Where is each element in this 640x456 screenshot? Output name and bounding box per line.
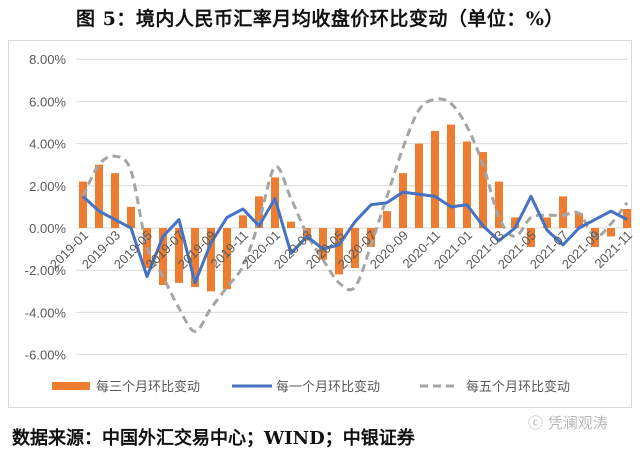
bar [511, 217, 519, 228]
y-tick-label: 2.00% [29, 179, 66, 194]
bar [207, 228, 215, 292]
series-1month-line [81, 190, 628, 285]
y-tick-label: -4.00% [25, 305, 67, 320]
bar [399, 173, 407, 228]
y-tick-label: -2.00% [25, 263, 67, 278]
bar [559, 196, 567, 228]
bar [191, 228, 199, 288]
bar [95, 164, 103, 228]
bar [335, 228, 343, 275]
bar [255, 196, 263, 228]
bar [543, 217, 551, 228]
legend-label: 每一个月环比变动 [276, 379, 380, 395]
legend-label: 每五个月环比变动 [466, 379, 570, 395]
bar [479, 152, 487, 228]
bar [175, 228, 183, 283]
watermark: ⓒ 凭澜观涛 [528, 412, 608, 433]
bar [415, 143, 423, 228]
legend-swatch-bar [52, 382, 90, 390]
bar [159, 228, 167, 285]
bar [495, 181, 503, 228]
watermark-text: 凭澜观涛 [547, 414, 608, 432]
bar [351, 228, 359, 269]
bar [431, 130, 439, 228]
chart-title: 图 5：境内人民币汇率月均收盘价环比变动（单位：%） [76, 8, 564, 30]
bar [127, 206, 135, 228]
y-tick-label: 8.00% [29, 52, 66, 67]
y-tick-label: 4.00% [29, 137, 66, 152]
bar [575, 213, 583, 228]
bar [319, 228, 327, 260]
bar [463, 141, 471, 228]
bar [607, 228, 615, 237]
wechat-icon: ⓒ [528, 414, 548, 432]
bar [527, 228, 535, 247]
line-5month [81, 97, 629, 333]
bar [303, 228, 311, 241]
bar [367, 228, 375, 247]
bar [287, 221, 295, 228]
y-tick-label: -6.00% [25, 348, 67, 363]
y-tick-label: 6.00% [29, 94, 66, 109]
data-source-note: 数据来源：中国外汇交易中心；WIND；中银证券 [12, 428, 415, 449]
y-axis-ticks: 8.00% 6.00% 4.00% 2.00% 0.00% -2.00% -4.00% -6.… [25, 52, 67, 362]
y-tick-label: 0.00% [29, 221, 66, 236]
bar [79, 181, 87, 228]
line-1month [81, 190, 628, 285]
bar [223, 228, 231, 290]
bar [383, 211, 391, 228]
bar [239, 215, 247, 228]
bar [111, 173, 119, 228]
bar [447, 124, 455, 228]
series-3month-bars [79, 124, 631, 292]
gridlines [76, 58, 628, 356]
legend: 每三个月环比变动 每一个月环比变动 每五个月环比变动 [52, 379, 570, 395]
series-5month-line [81, 97, 629, 333]
legend-label: 每三个月环比变动 [96, 379, 200, 395]
